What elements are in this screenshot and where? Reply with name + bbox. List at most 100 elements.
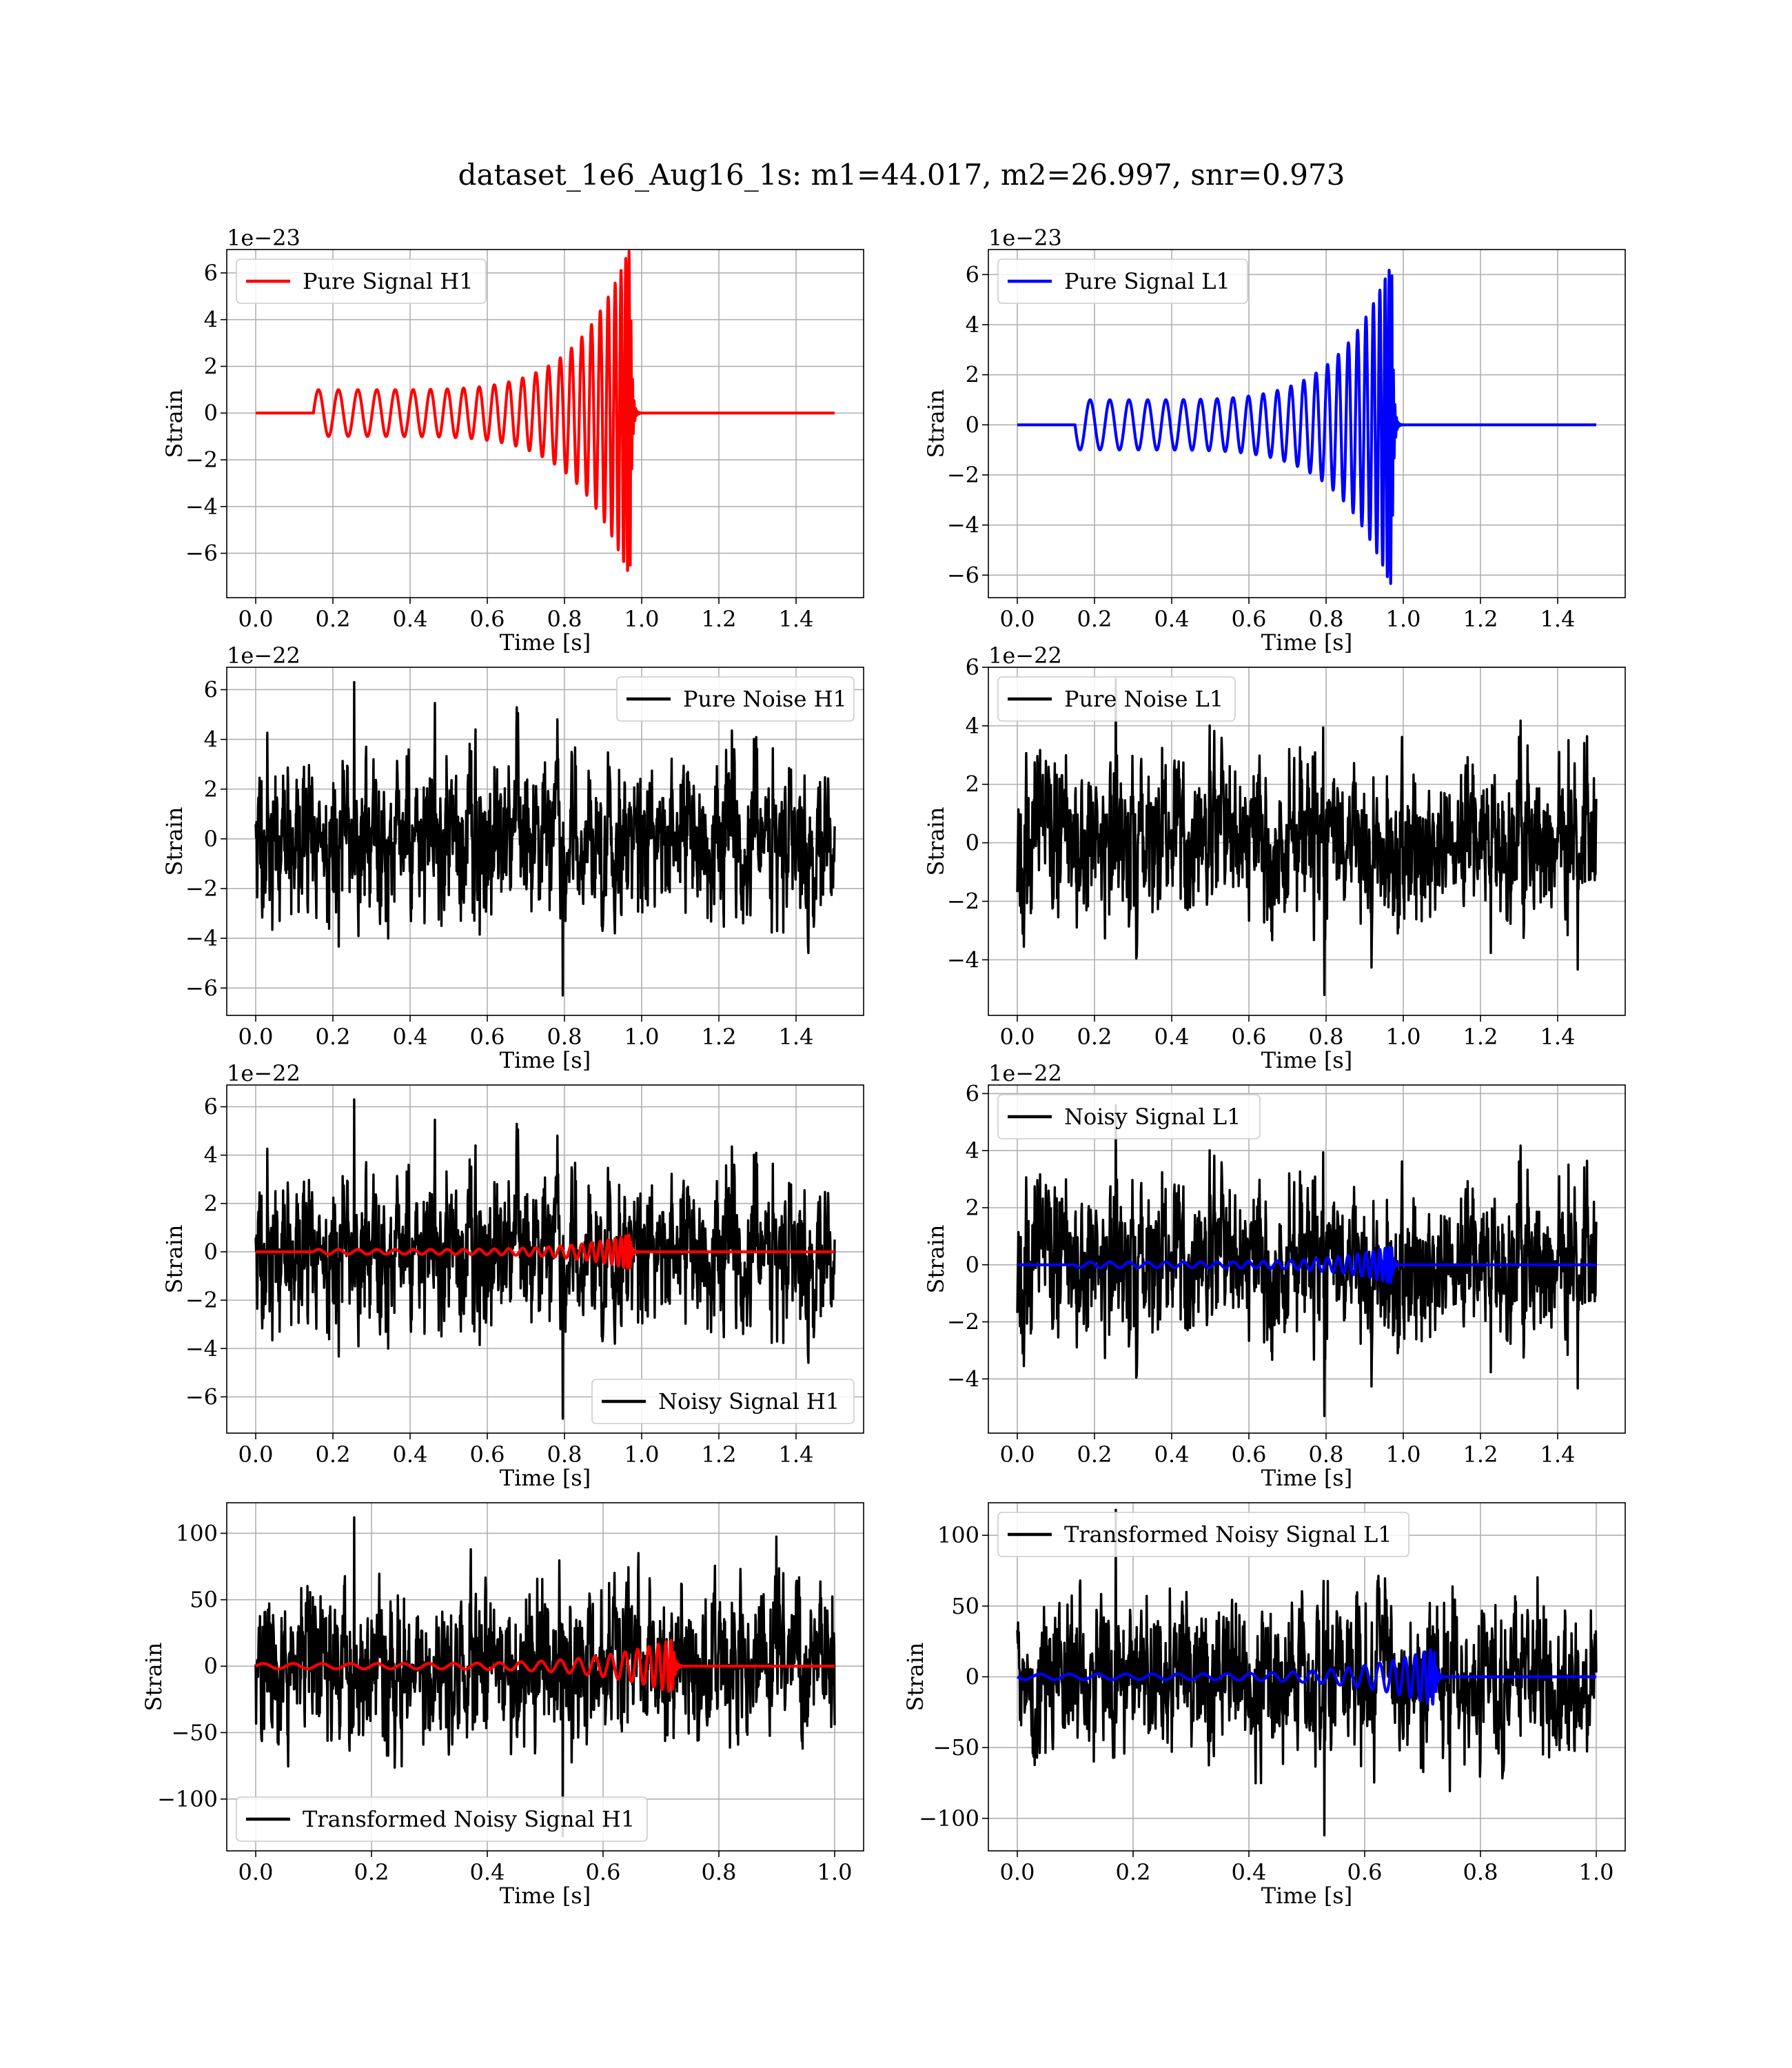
x-tick-label: 1.0 xyxy=(1386,606,1421,632)
axes-frame xyxy=(988,249,1626,598)
legend-box xyxy=(997,676,1236,722)
x-tick-label: 1.2 xyxy=(702,1024,737,1050)
y-tick-label: 6 xyxy=(966,654,979,680)
x-tick-label: 0.0 xyxy=(1000,1441,1035,1468)
x-tick-label: 0.0 xyxy=(238,1441,274,1468)
x-tick-label: 0.6 xyxy=(1232,1024,1267,1050)
x-axis-label: Time [s] xyxy=(1261,1047,1352,1073)
legend-box xyxy=(616,676,855,722)
x-tick-label: 0.8 xyxy=(1309,1441,1344,1468)
legend: Pure Signal H1 xyxy=(236,258,487,304)
y-tick-label: 100 xyxy=(937,1522,979,1548)
axis-offset-text: 1e−22 xyxy=(227,1060,301,1086)
legend: Transformed Noisy Signal L1 xyxy=(997,1512,1409,1557)
y-tick-label: 2 xyxy=(204,776,218,802)
x-tick-label: 1.2 xyxy=(702,1441,737,1468)
legend: Noisy Signal H1 xyxy=(591,1379,855,1424)
y-tick-label: −4 xyxy=(947,946,979,973)
axis-offset-text: 1e−22 xyxy=(227,642,301,669)
y-tick-label: −2 xyxy=(185,875,218,902)
x-tick-label: 0.6 xyxy=(1232,606,1267,632)
x-axis-label: Time [s] xyxy=(500,629,591,656)
y-tick-label: −50 xyxy=(171,1719,218,1745)
x-tick-label: 0.6 xyxy=(586,1859,621,1885)
y-tick-label: 2 xyxy=(966,1195,979,1221)
x-tick-label: 1.2 xyxy=(702,606,737,632)
axis-offset-text: 1e−22 xyxy=(988,1060,1062,1086)
x-tick-label: 0.6 xyxy=(470,1024,505,1050)
x-tick-label: 1.2 xyxy=(1463,1024,1498,1050)
y-tick-label: −6 xyxy=(947,562,979,588)
x-tick-label: 1.0 xyxy=(624,606,660,632)
x-axis-label: Time [s] xyxy=(1261,1465,1352,1491)
y-tick-label: 4 xyxy=(966,713,979,739)
x-tick-label: 1.0 xyxy=(817,1859,853,1885)
y-tick-label: 0 xyxy=(966,412,979,438)
y-tick-label: 0 xyxy=(966,830,979,856)
x-tick-label: 1.2 xyxy=(1463,1441,1498,1468)
legend-label: Transformed Noisy Signal H1 xyxy=(303,1806,635,1832)
subplot-pure-signal-h1: 0.0 0.2 0.4 0.6 0.8 1.0 1.2 1.4 −6 −4 −2 0 2 4 6 Time [… xyxy=(161,225,864,656)
x-tick-label: 0.8 xyxy=(547,606,582,632)
y-tick-label: 0 xyxy=(966,1252,979,1278)
x-tick-label: 0.0 xyxy=(1000,606,1035,632)
x-tick-label: 1.0 xyxy=(1386,1441,1421,1468)
y-axis-label: Strain xyxy=(161,1225,187,1294)
subplot-transformed-noisy-signal-h1: 0.0 0.2 0.4 0.6 0.8 1.0 −100 −50 0 50 100 Time [s] S… xyxy=(141,1502,864,1909)
x-tick-label: 0.2 xyxy=(1077,606,1112,632)
y-tick-label: −4 xyxy=(947,1366,979,1392)
y-tick-label: −2 xyxy=(947,462,979,488)
figure-title: dataset_1e6_Aug16_1s: m1=44.017, m2=26.9… xyxy=(458,158,1345,192)
legend-label: Pure Signal L1 xyxy=(1064,268,1230,294)
subplot-grid: 0.0 0.2 0.4 0.6 0.8 1.0 1.2 1.4 −6 −4 −2 0 2 4 6 Time [… xyxy=(141,225,1626,1909)
x-tick-label: 0.0 xyxy=(238,1859,274,1885)
subplot-pure-noise-h1: 0.0 0.2 0.4 0.6 0.8 1.0 1.2 1.4 −6 −4 −2 0 2 4 6 Time [… xyxy=(161,642,864,1073)
y-axis-label: Strain xyxy=(161,389,187,458)
x-tick-label: 0.8 xyxy=(1463,1859,1498,1885)
legend-box xyxy=(591,1379,855,1424)
x-tick-label: 1.4 xyxy=(779,606,814,632)
y-tick-label: −50 xyxy=(933,1734,979,1761)
series-line-noise xyxy=(254,1516,836,1838)
y-tick-label: 2 xyxy=(966,771,979,798)
y-tick-label: −4 xyxy=(185,494,218,520)
x-axis-label: Time [s] xyxy=(500,1883,591,1909)
axes-frame xyxy=(988,667,1626,1016)
x-tick-label: 0.2 xyxy=(316,1441,351,1468)
x-tick-label: 0.4 xyxy=(393,1024,428,1050)
y-tick-label: 4 xyxy=(966,312,979,338)
x-tick-label: 1.0 xyxy=(624,1024,660,1050)
x-tick-label: 0.4 xyxy=(1154,606,1190,632)
y-tick-label: 50 xyxy=(190,1587,218,1613)
legend: Pure Signal L1 xyxy=(997,258,1248,304)
x-tick-label: 1.0 xyxy=(624,1441,660,1468)
series-line-signal xyxy=(1016,1648,1598,1706)
y-tick-label: 4 xyxy=(204,727,218,753)
y-tick-label: −100 xyxy=(919,1805,979,1832)
series-line-signal xyxy=(1016,1246,1598,1285)
x-tick-label: 1.0 xyxy=(1386,1024,1421,1050)
y-tick-label: 0 xyxy=(204,826,218,852)
series-line-signal xyxy=(254,250,836,572)
x-tick-label: 0.8 xyxy=(1309,1024,1344,1050)
y-tick-label: 0 xyxy=(204,1653,218,1679)
y-tick-label: −6 xyxy=(185,975,218,1001)
y-tick-label: 0 xyxy=(204,400,218,426)
y-tick-label: −4 xyxy=(947,512,979,538)
axis-offset-text: 1e−23 xyxy=(227,225,301,251)
x-tick-label: 1.2 xyxy=(1463,606,1498,632)
x-tick-label: 0.6 xyxy=(470,606,505,632)
legend-label: Pure Signal H1 xyxy=(303,268,474,294)
axes-frame xyxy=(226,1084,864,1434)
y-tick-label: 2 xyxy=(204,1190,218,1217)
y-tick-label: −4 xyxy=(185,1335,218,1361)
y-tick-label: 4 xyxy=(204,1142,218,1168)
x-tick-label: 0.0 xyxy=(238,606,274,632)
series-line-noise xyxy=(1016,678,1598,996)
y-axis-label: Strain xyxy=(902,1643,928,1712)
series-line-signal xyxy=(254,1233,836,1270)
series-line-noise xyxy=(1016,1104,1598,1417)
legend-label: Noisy Signal L1 xyxy=(1064,1104,1241,1130)
x-tick-label: 0.6 xyxy=(1347,1859,1383,1885)
axes-frame xyxy=(226,667,864,1016)
